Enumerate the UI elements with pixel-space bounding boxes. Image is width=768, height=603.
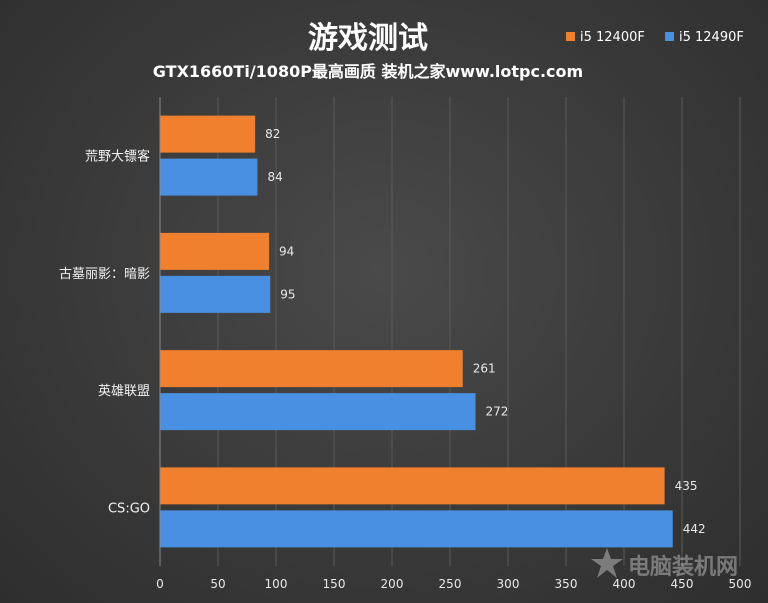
- legend-swatch-i5-12490f: [665, 32, 674, 41]
- category-label-0: 荒野大镖客: [85, 149, 150, 165]
- bar-1-series-0: [160, 232, 270, 270]
- bar-0-series-0: [160, 115, 256, 153]
- data-label-0-series-1: 84: [267, 170, 282, 184]
- bar-0-series-1: [160, 158, 258, 196]
- x-tick-label-100: 100: [265, 577, 288, 591]
- x-tick-label-300: 300: [497, 577, 520, 591]
- x-tick-label-350: 350: [555, 577, 578, 591]
- data-label-3-series-1: 442: [683, 522, 706, 536]
- legend-label-i5-12490f: i5 12490F: [679, 30, 744, 45]
- chart-subtitle: GTX1660Ti/1080P最高画质 装机之家www.lotpc.com: [153, 62, 583, 81]
- bars: [160, 115, 673, 548]
- legend-swatch-i5-12400f: [566, 32, 575, 41]
- x-tick-label-450: 450: [671, 577, 694, 591]
- watermark-text: 电脑装机网: [628, 554, 738, 580]
- data-label-0-series-0: 82: [265, 127, 280, 141]
- category-label-1: 古墓丽影：暗影: [59, 267, 150, 282]
- chart-title: 游戏测试: [308, 21, 428, 56]
- watermark: 电脑装机网: [591, 548, 738, 580]
- bar-3-series-0: [160, 467, 665, 505]
- data-label-1-series-1: 95: [280, 287, 295, 301]
- data-label-2-series-0: 261: [473, 362, 496, 376]
- x-tick-label-150: 150: [323, 577, 346, 591]
- gridlines: [217, 97, 741, 566]
- category-label-3: CS:GO: [108, 501, 150, 516]
- category-label-2: 英雄联盟: [98, 384, 150, 399]
- bar-3-series-1: [160, 510, 673, 548]
- data-label-1-series-0: 94: [279, 244, 294, 258]
- legend-label-i5-12400f: i5 12400F: [580, 30, 645, 45]
- bar-2-series-1: [160, 393, 476, 431]
- bar-2-series-0: [160, 350, 463, 388]
- labels: 0 50 100 150 200 250 300 350 400 450 500 82 84 荒野大镖客 9…: [59, 127, 751, 591]
- watermark-star-icon: [591, 548, 623, 578]
- data-label-3-series-0: 435: [675, 479, 698, 493]
- data-label-2-series-1: 272: [486, 405, 509, 419]
- x-tick-label-0: 0: [156, 577, 164, 591]
- x-tick-label-250: 250: [439, 577, 462, 591]
- x-tick-label-500: 500: [729, 577, 752, 591]
- bar-1-series-1: [160, 275, 271, 313]
- legend: i5 12400F i5 12490F: [566, 30, 744, 45]
- x-tick-label-400: 400: [613, 577, 636, 591]
- x-tick-label-50: 50: [210, 577, 225, 591]
- x-tick-label-200: 200: [381, 577, 404, 591]
